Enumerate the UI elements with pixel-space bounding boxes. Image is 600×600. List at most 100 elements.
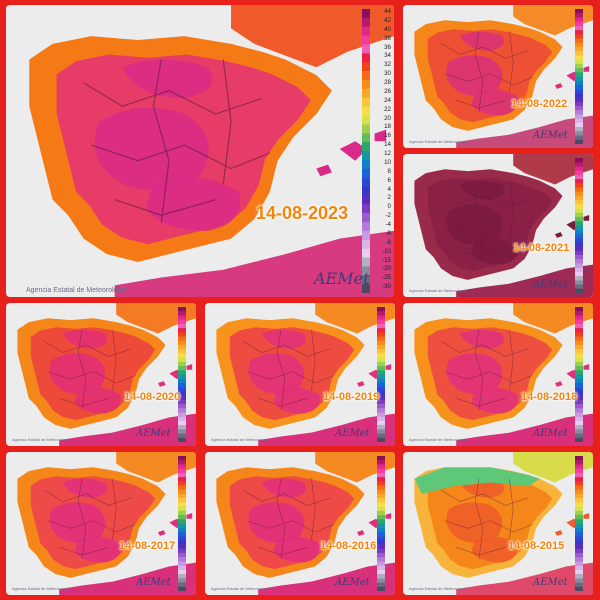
colorbar-step bbox=[377, 515, 385, 520]
colorbar-step bbox=[178, 437, 186, 442]
colorbar-step bbox=[575, 565, 583, 571]
colorbar-step bbox=[362, 213, 370, 223]
hot-zone bbox=[262, 478, 306, 498]
agency-credit: Agencia Estatal de Meteorología bbox=[409, 586, 467, 591]
temperature-colorbar bbox=[575, 158, 583, 293]
map-date-label: 14-08-2020 bbox=[124, 391, 181, 403]
balearic-island bbox=[158, 530, 166, 536]
hot-zone bbox=[63, 478, 107, 498]
colorbar-step bbox=[178, 344, 186, 350]
colorbar-step bbox=[377, 472, 385, 478]
colorbar-step bbox=[377, 519, 385, 524]
hot-zone bbox=[262, 329, 306, 349]
colorbar-step bbox=[575, 311, 583, 316]
colorbar-step bbox=[377, 485, 385, 490]
agency-credit: Agencia Estatal de Meteorología bbox=[211, 586, 269, 591]
hot-zone bbox=[122, 59, 213, 99]
colorbar-step bbox=[178, 489, 186, 495]
colorbar-step bbox=[377, 399, 385, 405]
aemet-logo: AEMet bbox=[335, 577, 370, 588]
colorbar-step bbox=[575, 276, 583, 281]
province-borders bbox=[242, 478, 335, 559]
colorbar-step bbox=[575, 25, 583, 31]
colorbar-tick: 36 bbox=[384, 43, 391, 51]
hot-zone bbox=[273, 387, 320, 414]
colorbar-tick: 20 bbox=[384, 114, 391, 122]
colorbar-step bbox=[575, 288, 583, 293]
colorbar-step bbox=[178, 374, 186, 379]
colorbar-step bbox=[575, 395, 583, 401]
colorbar-step bbox=[178, 332, 186, 337]
colorbar-step bbox=[362, 124, 370, 134]
colorbar-step bbox=[178, 456, 186, 461]
temperature-map-panel: 14-08-2015 AEMet Agencia Estatal de Meteor… bbox=[403, 452, 593, 595]
colorbar-step bbox=[575, 420, 583, 426]
colorbar-step bbox=[575, 114, 583, 119]
colorbar-step bbox=[377, 578, 385, 583]
agency-credit: Agencia Estatal de Meteorología bbox=[12, 437, 70, 442]
colorbar-step bbox=[377, 477, 385, 482]
colorbar-step bbox=[362, 266, 370, 276]
hot-zone bbox=[471, 238, 518, 265]
colorbar-step bbox=[178, 336, 186, 341]
hot-zone bbox=[74, 536, 121, 563]
temperature-colorbar bbox=[377, 307, 385, 442]
colorbar-step bbox=[377, 416, 385, 422]
colorbar-tick: 26 bbox=[384, 87, 391, 95]
colorbar-step bbox=[377, 561, 385, 566]
colorbar-step bbox=[178, 468, 186, 474]
colorbar-step bbox=[575, 263, 583, 268]
colorbar-step bbox=[575, 489, 583, 495]
colorbar-step bbox=[575, 578, 583, 583]
colorbar-step bbox=[362, 222, 370, 232]
colorbar-tick-labels: 44 42 40 38 36 34 32 30 28 26 24 22 20 18 16 14 12 10 8 6 4 2… bbox=[371, 8, 391, 293]
aemet-logo: AEMet bbox=[314, 269, 370, 288]
map-date-label: 14-08-2018 bbox=[521, 391, 578, 403]
colorbar-step bbox=[377, 523, 385, 528]
colorbar-step bbox=[362, 151, 370, 161]
colorbar-step bbox=[575, 158, 583, 163]
colorbar-step bbox=[377, 361, 385, 367]
colorbar-step bbox=[575, 242, 583, 247]
colorbar-step bbox=[362, 97, 370, 107]
hot-zone bbox=[471, 387, 518, 414]
colorbar-step bbox=[575, 557, 583, 562]
aemet-logo: AEMet bbox=[533, 428, 568, 439]
map-date-label: 14-08-2017 bbox=[119, 540, 176, 552]
colorbar-step bbox=[377, 336, 385, 341]
colorbar-step bbox=[575, 17, 583, 22]
colorbar-step bbox=[178, 548, 186, 554]
colorbar-step bbox=[377, 540, 385, 545]
france-region bbox=[315, 452, 395, 483]
balearic-island bbox=[385, 513, 392, 519]
hot-zone bbox=[49, 502, 106, 543]
province-borders bbox=[43, 329, 136, 410]
colorbar-step bbox=[575, 498, 583, 503]
colorbar-step bbox=[178, 404, 186, 409]
colorbar-step bbox=[377, 510, 385, 516]
colorbar-step bbox=[575, 267, 583, 273]
colorbar-step bbox=[362, 195, 370, 205]
colorbar-tick: 6 bbox=[387, 176, 391, 184]
agency-credit: Agencia Estatal de Meteorología bbox=[12, 586, 70, 591]
north-africa-region bbox=[59, 562, 196, 595]
colorbar-step bbox=[362, 88, 370, 98]
colorbar-step bbox=[575, 118, 583, 124]
colorbar-step bbox=[178, 464, 186, 469]
colorbar-step bbox=[362, 133, 370, 143]
colorbar-step bbox=[377, 391, 385, 396]
colorbar-step bbox=[362, 275, 370, 285]
colorbar-step bbox=[377, 353, 385, 358]
colorbar-step bbox=[377, 311, 385, 316]
colorbar-step bbox=[575, 63, 583, 69]
colorbar-step bbox=[178, 519, 186, 524]
colorbar-step bbox=[362, 115, 370, 125]
province-borders bbox=[83, 59, 271, 224]
colorbar-tick: 2 bbox=[387, 194, 391, 202]
colorbar-step bbox=[178, 399, 186, 405]
colorbar-step bbox=[575, 80, 583, 86]
colorbar-step bbox=[575, 246, 583, 252]
colorbar-step bbox=[575, 378, 583, 384]
temperature-map-panel: 14-08-2021 AEMet Agencia Estatal de Meteor… bbox=[403, 154, 593, 297]
colorbar-step bbox=[575, 412, 583, 417]
